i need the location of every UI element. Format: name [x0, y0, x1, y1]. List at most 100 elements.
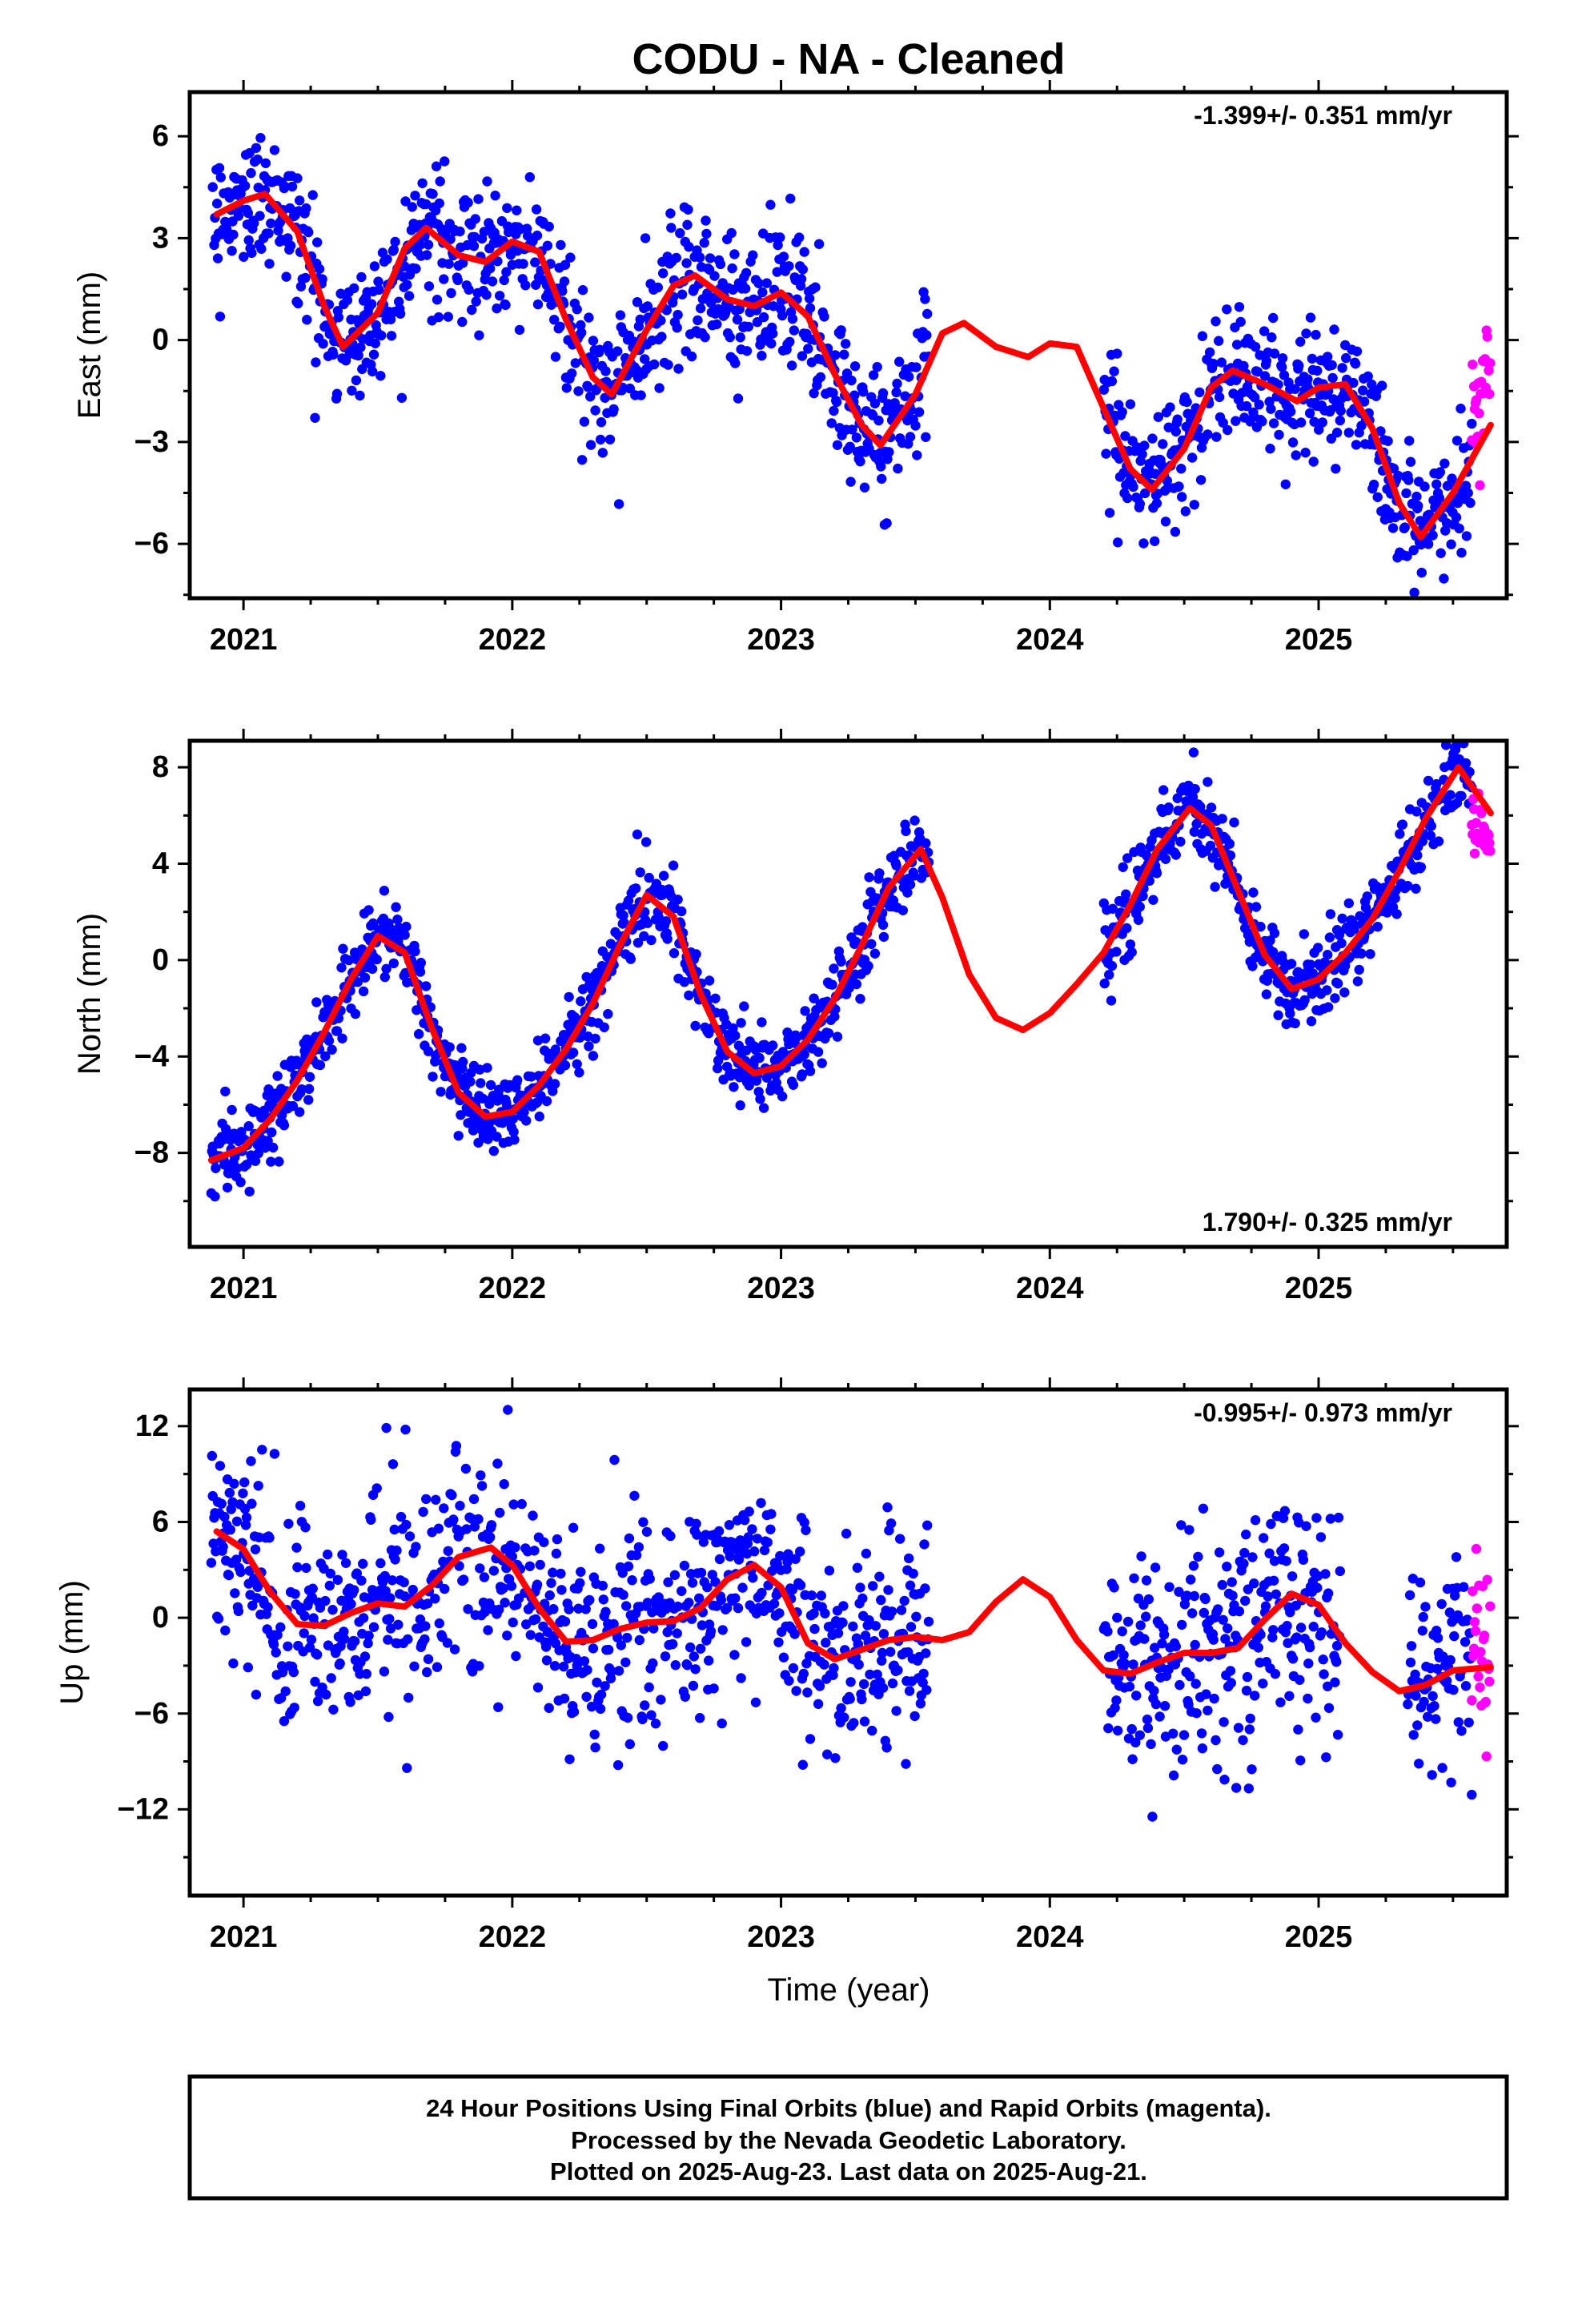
final-orbit-point: [549, 1661, 560, 1671]
rapid-orbit-point: [1469, 848, 1480, 859]
final-orbit-point: [644, 1574, 655, 1584]
final-orbit-point: [653, 1592, 664, 1602]
final-orbit-point: [569, 1012, 580, 1023]
final-orbit-point: [531, 204, 542, 215]
final-orbit-point: [836, 1703, 846, 1714]
final-orbit-point: [564, 1754, 575, 1764]
final-orbit-point: [323, 1035, 335, 1046]
final-orbit-point: [303, 1095, 314, 1105]
final-orbit-point: [608, 404, 619, 415]
final-orbit-point: [1240, 1595, 1251, 1606]
final-orbit-point: [1217, 1579, 1227, 1590]
final-orbit-point: [1127, 1754, 1138, 1764]
x-tick-label: 2022: [479, 1920, 547, 1954]
final-orbit-point: [1467, 418, 1477, 429]
final-orbit-point: [735, 1100, 745, 1111]
final-orbit-point: [710, 1577, 721, 1587]
final-orbit-point: [919, 1539, 930, 1550]
final-orbit-point: [1352, 976, 1363, 987]
final-orbit-point: [1407, 1574, 1419, 1584]
rapid-orbit-point: [1484, 830, 1494, 841]
final-orbit-point: [863, 961, 873, 971]
final-orbit-point: [228, 229, 239, 240]
final-orbit-point: [1441, 741, 1452, 750]
final-orbit-point: [622, 1712, 633, 1723]
final-orbit-point: [1217, 814, 1227, 824]
final-orbit-point: [636, 390, 646, 400]
final-orbit-point: [882, 1502, 893, 1513]
rapid-orbit-point: [1481, 1751, 1492, 1762]
final-orbit-point: [654, 383, 665, 393]
final-orbit-point: [1241, 400, 1252, 412]
final-orbit-point: [1383, 436, 1393, 446]
final-orbit-point: [613, 499, 624, 509]
final-orbit-point: [1279, 1543, 1290, 1554]
final-orbit-point: [1266, 404, 1276, 414]
final-orbit-point: [266, 1156, 276, 1167]
final-orbit-point: [1372, 492, 1383, 502]
final-orbit-point: [1459, 1582, 1469, 1592]
final-orbit-point: [625, 954, 636, 964]
final-orbit-point: [486, 1520, 497, 1530]
final-orbit-point: [1322, 985, 1332, 995]
final-orbit-point: [915, 1699, 926, 1709]
y-tick-label: 0: [152, 1601, 169, 1634]
final-orbit-point: [1427, 1691, 1438, 1702]
final-orbit-point: [1402, 551, 1412, 561]
final-orbit-point: [789, 1629, 800, 1639]
final-orbit-point: [501, 267, 512, 277]
final-orbit-point: [475, 1563, 485, 1574]
final-orbit-point: [1303, 1659, 1314, 1669]
final-orbit-point: [709, 1683, 719, 1694]
final-orbit-point: [1274, 429, 1284, 440]
final-orbit-point: [1444, 1607, 1456, 1618]
y-tick-label: 0: [152, 943, 169, 977]
final-orbit-point: [579, 416, 590, 427]
final-orbit-point: [1147, 433, 1158, 444]
final-orbit-point: [409, 1661, 420, 1671]
final-orbit-point: [467, 304, 477, 316]
final-orbit-point: [884, 447, 894, 457]
final-orbit-point: [212, 253, 223, 263]
final-orbit-point: [420, 1634, 430, 1645]
final-orbit-point: [773, 1637, 784, 1647]
final-orbit-point: [1223, 1623, 1233, 1634]
final-orbit-point: [573, 1603, 584, 1614]
final-orbit-point: [696, 1567, 707, 1578]
final-orbit-point: [853, 1638, 864, 1650]
final-orbit-point: [320, 1595, 331, 1606]
final-orbit-point: [1195, 802, 1206, 812]
final-orbit-point: [1316, 1627, 1327, 1638]
final-orbit-point: [287, 181, 298, 192]
final-orbit-point: [371, 954, 382, 965]
final-orbit-point: [732, 314, 743, 325]
final-orbit-point: [446, 287, 456, 299]
final-orbit-point: [1112, 1612, 1122, 1623]
final-orbit-point: [402, 1763, 412, 1773]
final-orbit-point: [1128, 1659, 1138, 1670]
final-orbit-point: [712, 319, 722, 330]
final-orbit-point: [251, 1689, 262, 1700]
final-orbit-point: [1250, 341, 1261, 352]
final-orbit-point: [857, 1593, 868, 1604]
final-orbit-point: [1120, 431, 1130, 441]
final-orbit-point: [1359, 396, 1370, 407]
final-orbit-point: [1150, 1642, 1160, 1653]
final-orbit-point: [220, 1086, 231, 1097]
final-orbit-point: [749, 1546, 760, 1557]
final-orbit-point: [216, 1498, 227, 1510]
final-orbit-point: [508, 1617, 518, 1628]
final-orbit-point: [1226, 1678, 1237, 1688]
final-orbit-point: [1295, 1755, 1306, 1766]
rapid-orbit-point: [1484, 365, 1494, 376]
x-tick-label: 2021: [210, 1272, 278, 1305]
final-orbit-point: [1263, 1591, 1273, 1602]
final-orbit-point: [788, 1663, 799, 1674]
final-orbit-point: [1112, 348, 1122, 359]
final-orbit-point: [279, 181, 290, 192]
final-orbit-point: [741, 1637, 752, 1647]
final-orbit-point: [387, 1575, 398, 1586]
final-orbit-point: [685, 1642, 696, 1653]
final-orbit-point: [1435, 548, 1446, 558]
final-orbit-point: [555, 321, 565, 332]
